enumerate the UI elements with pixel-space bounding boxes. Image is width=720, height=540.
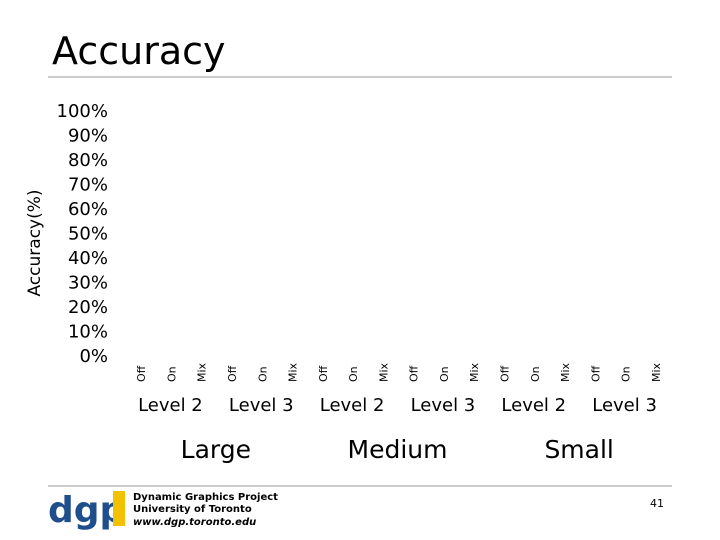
chart-title: Accuracy [52,29,226,73]
size-label: Large [181,435,251,464]
y-tick-label: 10% [68,322,108,343]
y-tick-label: 50% [68,224,108,245]
y-tick-label: 0% [79,346,108,367]
level-label: Level 2 [320,395,385,416]
y-tick-label: 40% [68,248,108,269]
size-label: Medium [348,435,448,464]
x-tick-label: On [347,366,360,382]
x-tick-label: Off [135,365,148,382]
y-tick-label: 80% [68,150,108,171]
x-tick-label: On [256,366,269,382]
level-label: Level 2 [501,395,566,416]
x-tick-label: Off [589,365,602,382]
x-tick-label: On [529,366,542,382]
x-tick-label: Mix [196,362,209,382]
x-tick-label: Mix [287,362,300,382]
y-tick-label: 20% [68,297,108,318]
x-tick-label: Mix [377,362,390,382]
y-tick-label: 90% [68,126,108,147]
x-tick-label: Off [317,365,330,382]
y-tick-label: 100% [57,101,108,122]
y-tick-label: 70% [68,175,108,196]
x-tick-label: Off [408,365,421,382]
size-label: Small [544,435,613,464]
x-tick-label: Off [498,365,511,382]
level-label: Level 2 [138,395,203,416]
footer-line: www.dgp.toronto.edu [133,517,256,528]
x-tick-label: Mix [468,362,481,382]
x-tick-label: On [438,366,451,382]
x-tick-label: On [620,366,633,382]
x-tick-label: Mix [650,362,663,382]
level-label: Level 3 [229,395,294,416]
logo-bar [113,491,125,526]
y-tick-label: 60% [68,199,108,220]
footer-line: University of Toronto [133,504,252,515]
x-tick-label: Off [226,365,239,382]
level-label: Level 3 [411,395,476,416]
y-tick-label: 30% [68,273,108,294]
footer-line: Dynamic Graphics Project [133,492,278,503]
y-axis-label: Accuracy(%) [25,189,45,296]
x-tick-label: On [165,366,178,382]
level-label: Level 3 [592,395,657,416]
logo: dgp [48,490,125,531]
x-tick-label: Mix [559,362,572,382]
page-number: 41 [650,497,664,510]
